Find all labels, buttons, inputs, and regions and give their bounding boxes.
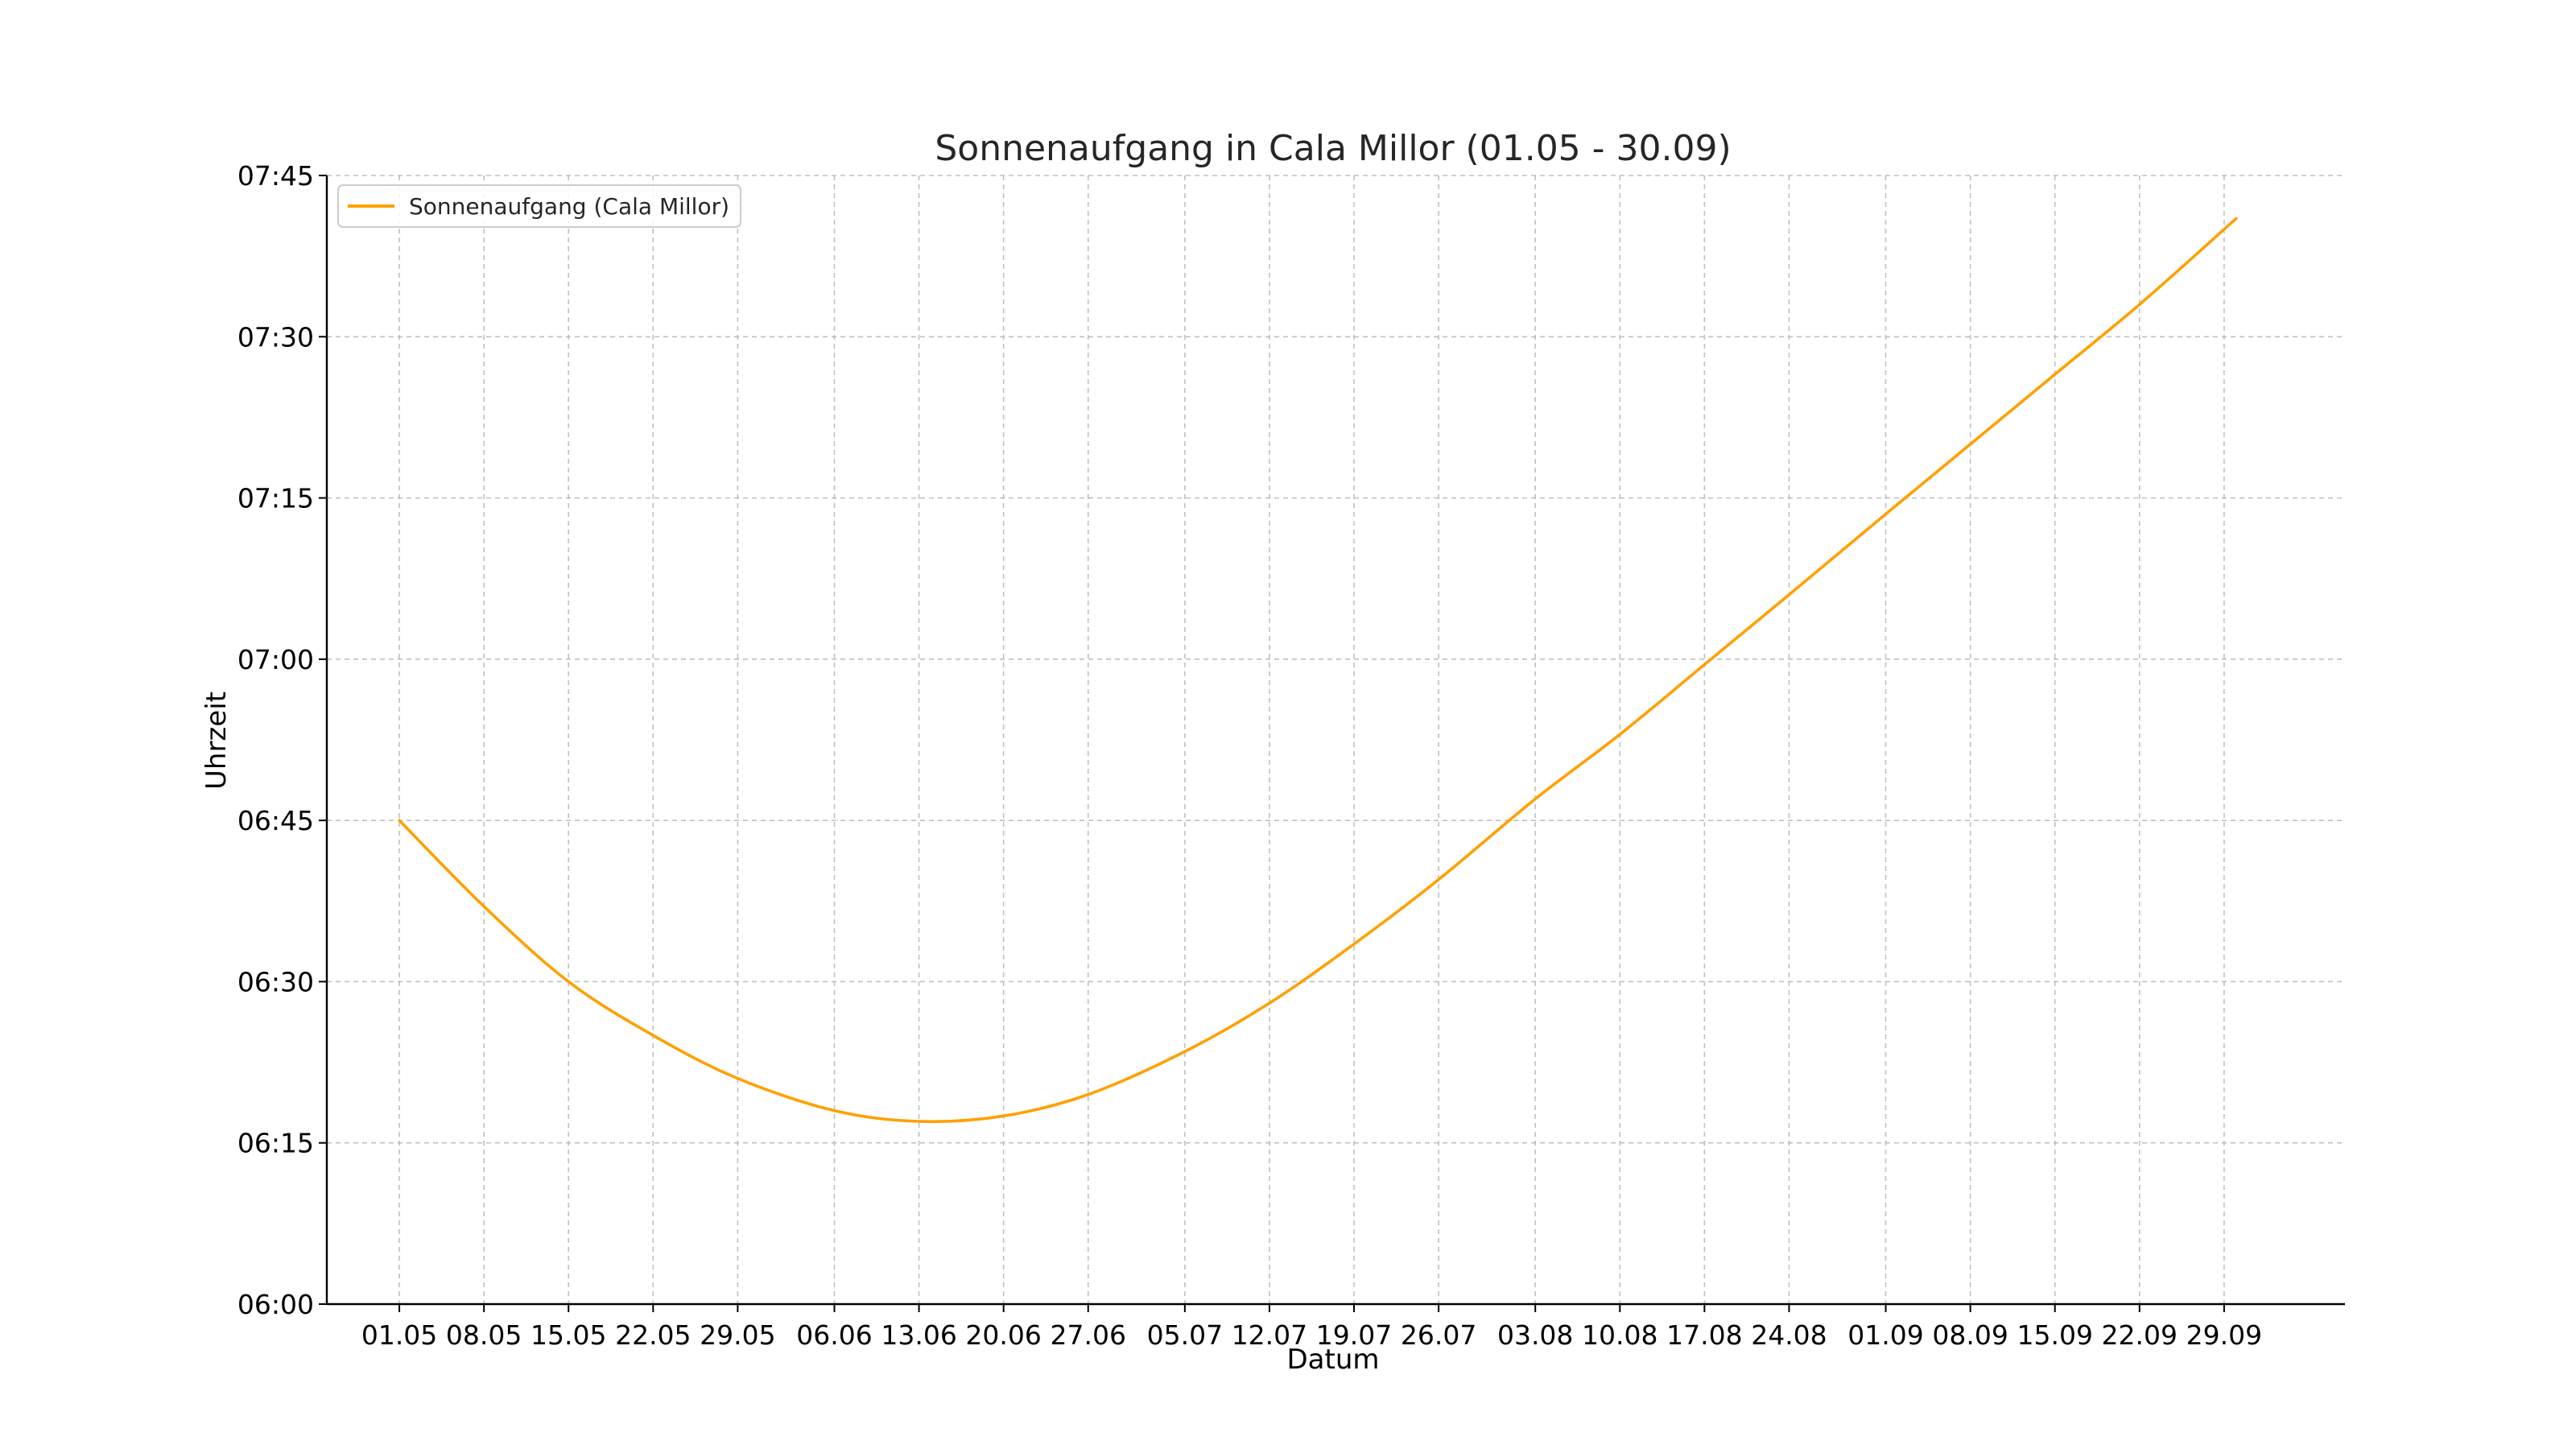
- x-tick-label: 01.09: [1847, 1319, 1923, 1351]
- series-line: [398, 217, 2238, 1124]
- legend-entry-label: Sonnenaufgang (Cala Millor): [409, 193, 729, 220]
- x-tick-label: 19.07: [1316, 1319, 1392, 1351]
- x-axis-label: Datum: [1286, 1344, 1379, 1376]
- axes: [325, 175, 2345, 1306]
- x-tick-label: 10.08: [1582, 1319, 1657, 1351]
- x-tick-label: 17.08: [1666, 1319, 1742, 1351]
- x-tick-label: 22.09: [2102, 1319, 2178, 1351]
- x-tick-label: 20.06: [965, 1319, 1041, 1351]
- y-tick-label: 07:45: [237, 160, 314, 192]
- x-tick-label: 22.05: [615, 1319, 691, 1351]
- grid: [327, 175, 2345, 1305]
- x-tick-label: 27.06: [1051, 1319, 1126, 1351]
- y-tick-label: 07:00: [237, 644, 314, 675]
- y-tick-label: 06:30: [237, 966, 314, 997]
- x-ticks: 01.05 08.05 15.05 22.05 29.05 06.06 13.06 20.06…: [361, 1304, 2262, 1351]
- x-tick-label: 29.05: [700, 1319, 775, 1351]
- x-tick-label: 26.07: [1401, 1319, 1476, 1351]
- x-tick-label: 01.05: [361, 1319, 437, 1351]
- series-layer: [398, 217, 2238, 1124]
- y-axis-label: Uhrzeit: [200, 691, 233, 790]
- x-tick-label: 08.09: [1932, 1319, 2008, 1351]
- x-tick-label: 06.06: [796, 1319, 872, 1351]
- x-tick-label: 12.07: [1232, 1319, 1307, 1351]
- y-tick-label: 06:15: [237, 1128, 314, 1159]
- x-tick-label: 05.07: [1147, 1319, 1223, 1351]
- x-tick-label: 24.08: [1751, 1319, 1827, 1351]
- y-tick-label: 06:00: [237, 1289, 314, 1320]
- y-tick-label: 07:30: [237, 321, 314, 353]
- x-tick-label: 03.08: [1497, 1319, 1573, 1351]
- legend-box: [337, 184, 741, 228]
- x-tick-label: 29.09: [2186, 1319, 2262, 1351]
- x-tick-label: 15.05: [530, 1319, 606, 1351]
- y-tick-label: 06:45: [237, 805, 314, 836]
- y-tick-label: 07:15: [237, 483, 314, 514]
- y-ticks: 06:00 06:15 06:30 06:45 07:00 07:15 07:30 07:45: [237, 160, 327, 1320]
- legend: Sonnenaufgang (Cala Millor): [337, 184, 741, 228]
- x-tick-label: 15.09: [2017, 1319, 2092, 1351]
- x-tick-label: 08.05: [446, 1319, 522, 1351]
- chart-title: Sonnenaufgang in Cala Millor (01.05 - 30…: [935, 128, 1731, 169]
- x-tick-label: 13.06: [881, 1319, 956, 1351]
